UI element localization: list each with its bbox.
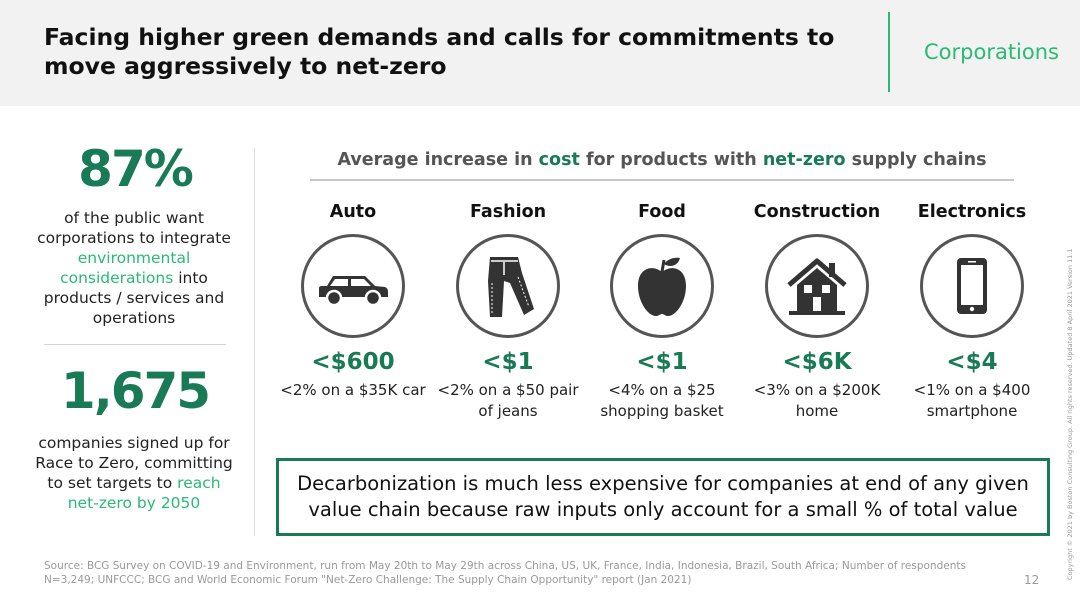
category-food: Food <$1 <4% on a $25 shopping basket [587, 200, 737, 422]
cost-title-accent: cost [538, 150, 580, 170]
stat-desc-text: of the public want corporations to integ… [37, 209, 231, 247]
category-name: Auto [329, 202, 377, 222]
category-note: <3% on a $200K home [753, 381, 881, 420]
header-band [0, 0, 1080, 106]
cost-title-rule [310, 179, 1014, 181]
stat-desc-text: into products / services and operations [43, 269, 225, 327]
stat-companies-description: companies signed up for Race to Zero, co… [30, 433, 238, 513]
category-cost: <$1 [482, 349, 534, 375]
cost-title-text: Average increase in [337, 150, 539, 170]
category-icon-circle [610, 234, 714, 338]
category-icon-circle [456, 234, 560, 338]
column-divider [254, 148, 255, 536]
cost-title-text: for products with [579, 150, 763, 170]
copyright-notice: Copyright © 2021 by Boston Consulting Gr… [1066, 248, 1074, 580]
category-name: Fashion [469, 202, 547, 222]
category-note: <4% on a $25 shopping basket [600, 381, 724, 420]
category-cost: <$6K [782, 349, 852, 375]
category-note: <2% on a $50 pair of jeans [437, 381, 579, 420]
category-cost: <$1 [636, 349, 688, 375]
category-icon-circle [765, 234, 869, 338]
category-cost: <$4 [946, 349, 998, 375]
category-note: <1% on a $400 smartphone [913, 381, 1031, 420]
title-divider [888, 12, 890, 92]
jeans-icon [488, 257, 534, 317]
cost-title-accent: net-zero [762, 150, 846, 170]
stat-public-description: of the public want corporations to integ… [30, 208, 238, 328]
category-electronics: Electronics <$4 <1% on a $400 smartphone [897, 200, 1047, 422]
key-insight-callout: Decarbonization is much less expensive f… [276, 458, 1050, 536]
smartphone-icon [957, 258, 987, 314]
source-footnote: Source: BCG Survey on COVID-19 and Envir… [44, 560, 966, 586]
page-number: 12 [1024, 573, 1040, 587]
stat-desc-text: companies signed up for Race to Zero, co… [35, 434, 233, 492]
cost-title-text: supply chains [845, 150, 987, 170]
cost-section-title: Average increase in cost for products wi… [310, 150, 1014, 170]
category-fashion: Fashion <$1 <2% on a $50 pair of jeans [433, 200, 583, 422]
category-name: Construction [753, 202, 881, 222]
stat-desc-highlight: environmental considerations [60, 249, 191, 287]
apple-icon [638, 257, 686, 316]
stat-companies-count: 1,675 [60, 362, 211, 420]
category-name: Food [638, 202, 686, 222]
category-icon-circle [920, 234, 1024, 338]
category-icon-circle [301, 234, 405, 338]
section-label: Corporations [924, 40, 1059, 64]
category-note: <2% on a $35K car [280, 381, 426, 399]
category-cost: <$600 [311, 349, 395, 375]
stat-desc-highlight: reach net-zero by 2050 [67, 474, 221, 512]
stat-divider [44, 344, 226, 345]
page-title: Facing higher green demands and calls fo… [44, 23, 835, 80]
category-construction: Construction <$6K <3% on a $200K home [742, 200, 892, 422]
car-icon [319, 276, 388, 306]
category-auto: Auto <$600 <2% on a $35K car [278, 200, 428, 401]
stat-public-percent: 87% [78, 140, 194, 198]
house-icon [787, 258, 847, 315]
category-name: Electronics [917, 202, 1027, 222]
